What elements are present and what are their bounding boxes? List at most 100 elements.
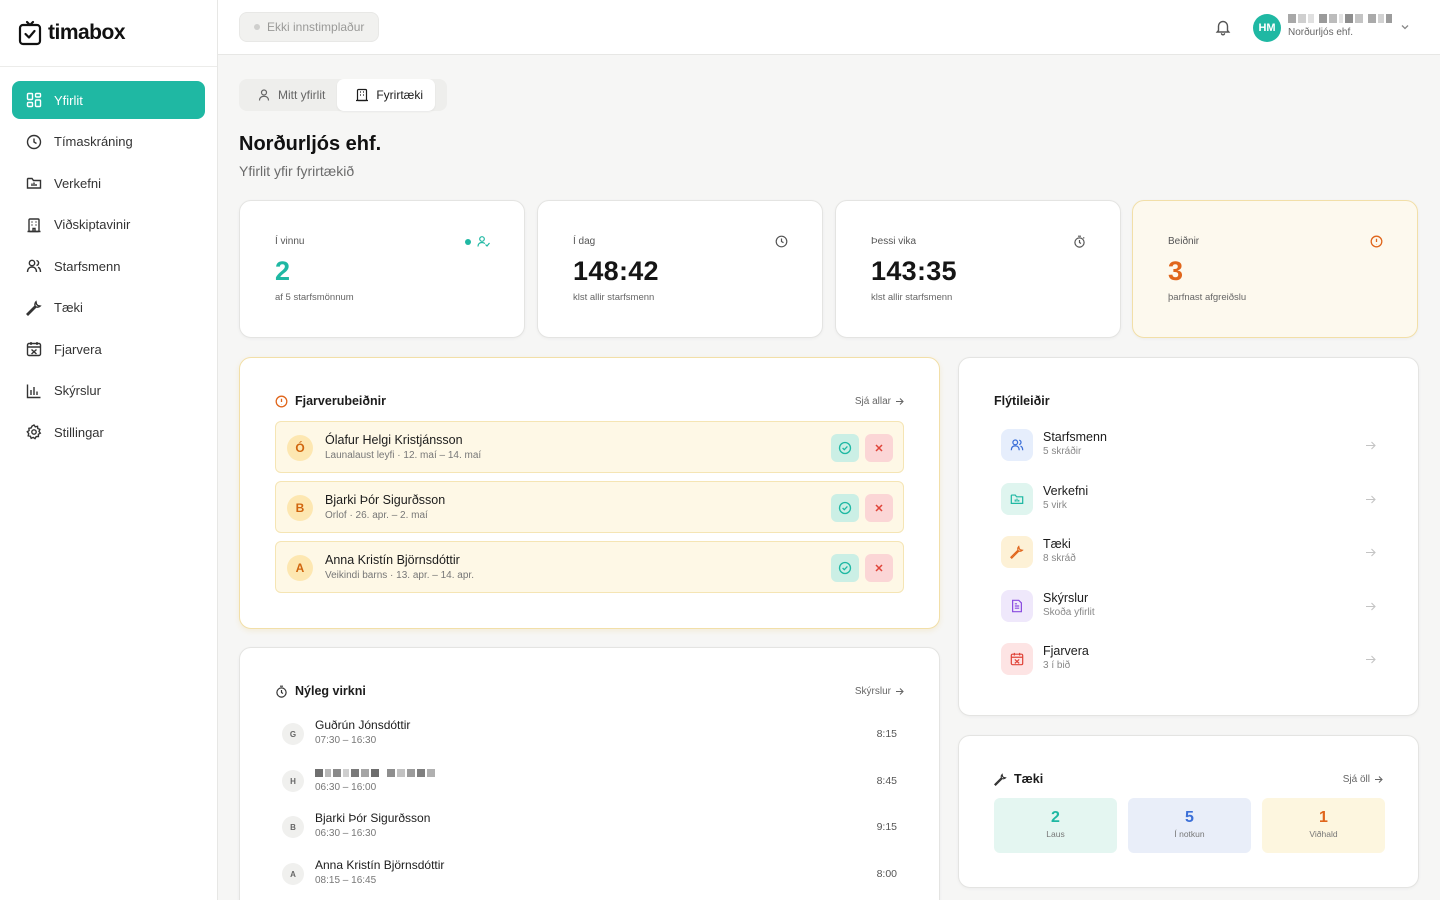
sidebar-item-taeki[interactable]: Tæki: [12, 289, 205, 327]
stat-card-i-vinnu: Í vinnu 2 af 5 starfsmönnum: [239, 200, 525, 338]
panel-title: Fjarverubeiðnir: [275, 394, 386, 408]
activity-name-redacted: [315, 769, 435, 777]
tab-label: Fyrirtæki: [376, 88, 423, 102]
arrow-right-icon: [1366, 495, 1376, 504]
user-avatar[interactable]: HM: [1253, 14, 1281, 42]
reject-button[interactable]: [865, 494, 893, 522]
activity-item[interactable]: A Anna Kristín Björnsdóttir 08:15 – 16:4…: [275, 855, 904, 895]
stat-label: Þessi vika: [871, 236, 917, 247]
bell-icon[interactable]: [1214, 18, 1232, 36]
request-name: Anna Kristín Björnsdóttir: [325, 553, 460, 567]
page-title: Norðurljós ehf.: [239, 133, 382, 155]
equipment-maintenance[interactable]: 1 Viðhald: [1262, 798, 1385, 853]
sidebar-item-label: Fjarvera: [54, 341, 102, 357]
sidebar-item-starfsmenn[interactable]: Starfsmenn: [12, 247, 205, 285]
reports-link[interactable]: Skýrslur: [855, 686, 904, 697]
request-name: Ólafur Helgi Kristjánsson: [325, 433, 463, 447]
topbar: Ekki innstimplaður HM Norðurljós ehf.: [218, 0, 1440, 55]
user-check-icon: [477, 236, 490, 247]
stat-card-beidnir[interactable]: Beiðnir 3 þarfnast afgreiðslu: [1132, 200, 1418, 338]
see-all-requests-link[interactable]: Sjá allar: [855, 396, 904, 407]
quicklink-title: Verkefni: [1043, 484, 1089, 498]
activity-hours: 9:15: [876, 821, 897, 833]
activity-time: 07:30 – 16:30: [315, 735, 377, 746]
reject-button[interactable]: [865, 434, 893, 462]
activity-item[interactable]: H 06:30 – 16:00 8:45: [275, 762, 904, 802]
quicklink-verkefni[interactable]: Verkefni 5 virk: [1001, 481, 1376, 521]
stat-label: Beiðnir: [1168, 236, 1200, 247]
panel-header: Fjarverubeiðnir Sjá allar: [275, 394, 904, 408]
alert-circle-icon: [275, 395, 288, 407]
close-icon: [875, 504, 883, 512]
user-company: Norðurljós ehf.: [1288, 27, 1354, 38]
quicklink-taeki[interactable]: Tæki 8 skráð: [1001, 534, 1376, 574]
sidebar-item-stillingar[interactable]: Stillingar: [12, 413, 205, 451]
quicklink-title: Fjarvera: [1043, 644, 1089, 658]
sidebar-item-verkefni[interactable]: Verkefni: [12, 164, 205, 202]
sidebar-item-fjarvera[interactable]: Fjarvera: [12, 330, 205, 368]
activity-hours: 8:45: [876, 775, 897, 787]
stat-label: Í dag: [573, 236, 596, 247]
stat-value: 148:42: [573, 256, 659, 286]
sidebar-item-label: Tímaskráning: [54, 134, 133, 149]
activity-time: 06:30 – 16:30: [315, 828, 377, 839]
bar-chart-icon: [26, 384, 41, 398]
panel-header: Flýtileiðir: [994, 394, 1383, 408]
sidebar-item-timaskraning[interactable]: Tímaskráning: [12, 123, 205, 161]
equipment-available[interactable]: 2 Laus: [994, 798, 1117, 853]
panel-title-text: Fjarverubeiðnir: [295, 394, 386, 408]
approve-button[interactable]: [831, 554, 859, 582]
user-menu[interactable]: Norðurljós ehf.: [1288, 14, 1392, 38]
online-dot: [465, 238, 471, 245]
reject-button[interactable]: [865, 554, 893, 582]
approve-button[interactable]: [831, 494, 859, 522]
approve-button[interactable]: [831, 434, 859, 462]
arrow-right-icon: [1366, 548, 1376, 557]
sidebar-item-skyrslur[interactable]: Skýrslur: [12, 372, 205, 410]
equipment-in-use[interactable]: 5 Í notkun: [1128, 798, 1251, 853]
stat-value: 3: [1168, 256, 1184, 286]
tab-mitt-yfirlit[interactable]: Mitt yfirlit: [239, 79, 337, 111]
equipment-label: Laus: [1046, 829, 1065, 839]
see-all-equipment-link[interactable]: Sjá öll: [1343, 774, 1383, 785]
arrow-right-icon: [1366, 655, 1376, 664]
quicklink-fjarvera[interactable]: Fjarvera 3 í bið: [1001, 641, 1376, 681]
quicklink-icon-box: [1001, 590, 1033, 622]
request-meta: Orlof · 26. apr. – 2. maí: [325, 510, 428, 521]
quicklink-icon-box: [1001, 643, 1033, 675]
quicklink-sub: 3 í bið: [1043, 660, 1071, 671]
activity-item[interactable]: G Guðrún Jónsdóttir 07:30 – 16:30 8:15: [275, 715, 904, 755]
quicklink-skyrslur[interactable]: Skýrslur Skoða yfirlit: [1001, 588, 1376, 628]
quicklink-sub: 5 skráðir: [1043, 446, 1082, 457]
stat-icon-group: [1370, 235, 1383, 248]
sidebar-item-vidskiptavinir[interactable]: Viðskiptavinir: [12, 206, 205, 244]
panel-header: Tæki Sjá öll: [994, 772, 1383, 786]
quicklink-title: Starfsmenn: [1043, 430, 1107, 444]
activity-item[interactable]: B Bjarki Þór Sigurðsson 06:30 – 16:30 9:…: [275, 808, 904, 848]
activity-avatar: H: [282, 770, 304, 792]
panel-title-text: Nýleg virkni: [295, 684, 366, 698]
quicklink-icon-box: [1001, 483, 1033, 515]
equipment-label: Í notkun: [1174, 829, 1205, 839]
logo[interactable]: timabox: [0, 0, 217, 67]
chevron-down-icon[interactable]: [1399, 21, 1411, 33]
stat-sub: klst allir starfsmenn: [573, 292, 655, 303]
check-circle-icon: [838, 441, 852, 455]
panel-title: Flýtileiðir: [994, 394, 1050, 408]
equipment-count: 1: [1319, 809, 1328, 826]
activity-avatar: A: [282, 863, 304, 885]
check-circle-icon: [838, 561, 852, 575]
tab-fyrirtaeki[interactable]: Fyrirtæki: [337, 79, 435, 111]
request-avatar: B: [287, 495, 313, 521]
stat-sub: þarfnast afgreiðslu: [1168, 292, 1247, 303]
quicklink-starfsmenn[interactable]: Starfsmenn 5 skráðir: [1001, 427, 1376, 467]
building-icon: [27, 217, 41, 232]
sidebar-item-yfirlit[interactable]: Yfirlit: [12, 81, 205, 119]
arrow-right-icon: [896, 397, 904, 405]
tab-label: Mitt yfirlit: [278, 88, 326, 102]
activity-time: 08:15 – 16:45: [315, 875, 377, 886]
clock-status-pill[interactable]: Ekki innstimplaður: [239, 12, 380, 42]
quicklink-title: Tæki: [1043, 537, 1071, 551]
link-text: Sjá allar: [854, 395, 891, 407]
panel-title-text: Flýtileiðir: [994, 394, 1050, 408]
